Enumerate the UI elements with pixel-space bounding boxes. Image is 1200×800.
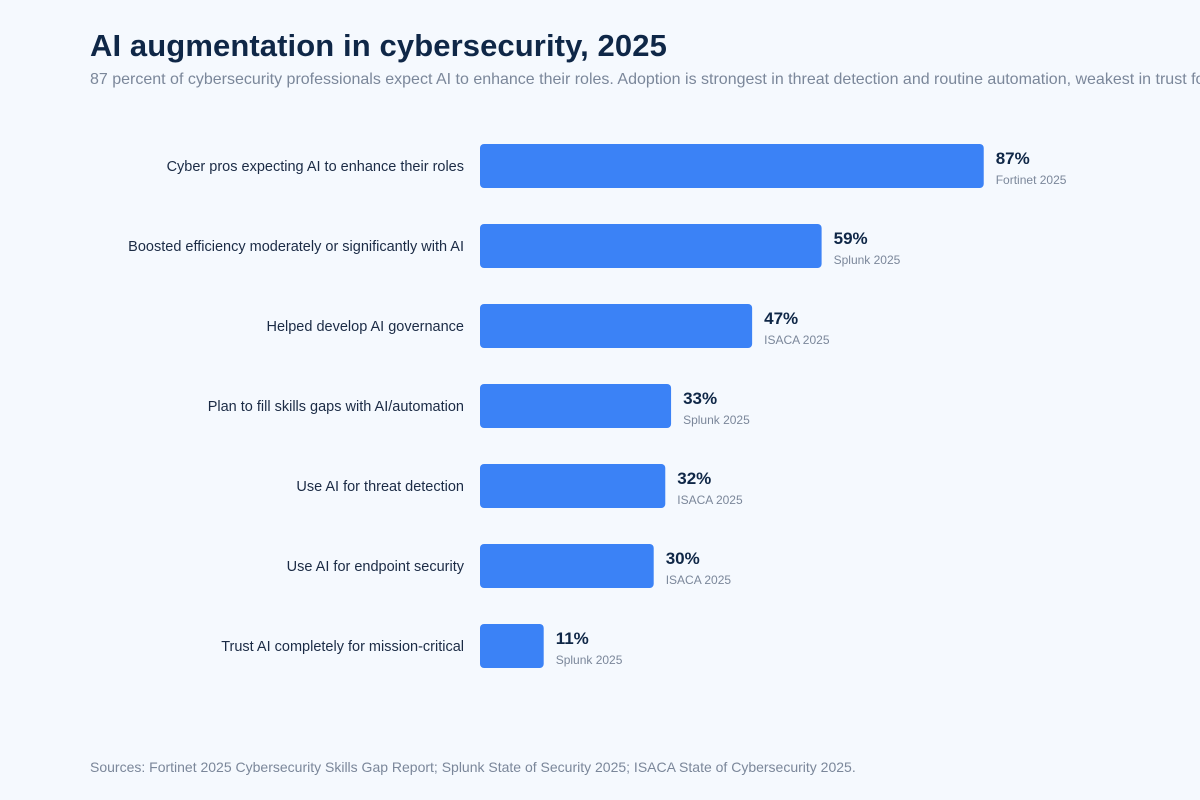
category-label: Use AI for endpoint security (287, 559, 465, 575)
source-label: Splunk 2025 (683, 413, 750, 427)
bar-row: Boosted efficiency moderately or signifi… (128, 224, 901, 268)
bar-chart: Cyber pros expecting AI to enhance their… (128, 144, 1067, 668)
value-label: 87% (996, 149, 1030, 168)
bar-row: Cyber pros expecting AI to enhance their… (167, 144, 1067, 188)
bar (480, 624, 544, 668)
source-label: Fortinet 2025 (996, 173, 1067, 187)
value-label: 11% (556, 629, 589, 648)
source-label: ISACA 2025 (677, 493, 743, 507)
bar (480, 304, 753, 348)
category-label: Boosted efficiency moderately or signifi… (128, 239, 464, 255)
value-label: 32% (677, 469, 711, 488)
category-label: Use AI for threat detection (296, 479, 464, 495)
source-label: ISACA 2025 (764, 333, 830, 347)
source-label: ISACA 2025 (666, 573, 732, 587)
value-label: 33% (683, 389, 717, 408)
chart-title: AI augmentation in cybersecurity, 2025 (90, 28, 667, 63)
bar-row: Use AI for endpoint security 30% ISACA 202… (287, 544, 732, 588)
bar (480, 144, 984, 188)
value-label: 59% (834, 229, 868, 248)
bar (480, 224, 822, 268)
category-label: Cyber pros expecting AI to enhance their… (167, 159, 464, 175)
value-label: 30% (666, 549, 700, 568)
source-label: Splunk 2025 (556, 653, 623, 667)
bar-row: Use AI for threat detection 32% ISACA 2025 (296, 464, 743, 508)
bar-row: Trust AI completely for mission-critical… (221, 624, 623, 668)
bar (480, 384, 672, 428)
bar-row: Helped develop AI governance 47% ISACA 202… (266, 304, 830, 348)
category-label: Plan to fill skills gaps with AI/automat… (208, 399, 464, 415)
source-note: Sources: Fortinet 2025 Cybersecurity Ski… (90, 759, 856, 775)
source-label: Splunk 2025 (834, 253, 901, 267)
bar-row: Plan to fill skills gaps with AI/automat… (208, 384, 750, 428)
chart-subtitle: 87 percent of cybersecurity professional… (90, 71, 1200, 88)
bar (480, 464, 666, 508)
bar (480, 544, 654, 588)
category-label: Trust AI completely for mission-critical (221, 639, 464, 655)
value-label: 47% (764, 309, 798, 328)
category-label: Helped develop AI governance (266, 319, 464, 335)
